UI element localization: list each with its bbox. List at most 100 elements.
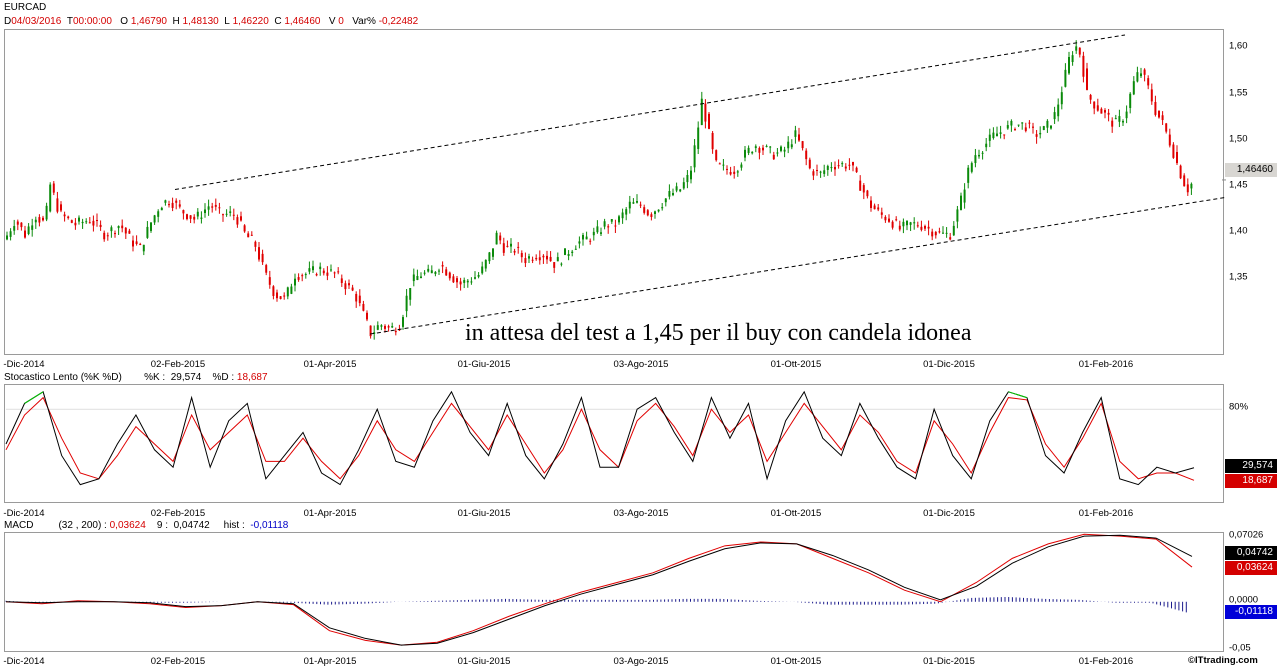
candle-body: [571, 251, 574, 253]
candle-body: [855, 167, 858, 173]
macd-tick: 0,0000: [1229, 594, 1259, 606]
low-label: L: [224, 16, 230, 27]
candle-body: [668, 191, 671, 197]
candle-body: [664, 198, 667, 203]
candle-body: [661, 207, 664, 209]
candle-body: [16, 221, 19, 225]
candle-body: [704, 103, 707, 122]
price-tick: 1,45: [1229, 179, 1248, 191]
candle-body: [481, 266, 484, 274]
candle-body: [232, 214, 235, 216]
candle-body: [970, 163, 973, 172]
candle-body: [877, 207, 880, 210]
stoch-d-tag: 18,687: [1225, 474, 1277, 488]
candle-body: [618, 216, 620, 223]
candle-body: [474, 277, 476, 279]
symbol-title: EURCAD: [4, 2, 47, 13]
candle-body: [99, 224, 102, 228]
var-label: Var%: [352, 16, 376, 27]
candle-body: [1024, 127, 1027, 131]
candle-body: [639, 204, 642, 206]
candle-body: [931, 231, 934, 237]
candle-body: [1125, 111, 1128, 119]
time-tick: 01-Apr-2015: [303, 359, 357, 370]
high-value: 1,48130: [182, 16, 219, 27]
macd-legend: MACD (32 , 200) : 0,03624 9 : 0,04742 hi…: [4, 520, 288, 531]
candle-body: [1028, 122, 1031, 124]
candle-body: [326, 272, 329, 276]
candle-body: [960, 195, 962, 210]
candle-body: [513, 250, 516, 253]
candle-body: [751, 151, 754, 154]
candle-body: [312, 266, 314, 271]
candle-body: [132, 240, 134, 247]
candle-body: [1053, 112, 1056, 120]
macd-value: 0,03624: [109, 520, 146, 531]
candle-body: [826, 165, 829, 170]
candle-body: [567, 253, 570, 256]
candle-body: [470, 281, 473, 283]
macd-signal-value: 0,04742: [173, 520, 210, 531]
time-tick: -Dic-2014: [3, 359, 45, 370]
candle-body: [1176, 151, 1178, 164]
candle-body: [74, 222, 77, 226]
time-tick: -Dic-2014: [3, 508, 45, 519]
candle-body: [589, 240, 592, 242]
candle-body: [153, 215, 156, 223]
candle-body: [416, 275, 419, 281]
candle-body: [6, 235, 8, 240]
price-tick: 1,35: [1229, 271, 1248, 283]
candle-body: [430, 270, 433, 274]
candle-body: [934, 231, 937, 236]
candle-body: [441, 265, 444, 267]
candle-body: [556, 257, 559, 262]
candle-body: [456, 278, 458, 283]
candle-body: [117, 226, 120, 229]
candle-body: [1050, 125, 1052, 129]
candle-body: [870, 200, 872, 208]
candle-body: [916, 225, 919, 227]
candle-body: [110, 227, 113, 232]
macd-title: MACD: [4, 520, 34, 531]
var-value: -0,22482: [378, 16, 419, 27]
candle-body: [20, 222, 23, 228]
candle-body: [193, 216, 196, 220]
candle-body: [553, 262, 556, 268]
candle-body: [697, 127, 700, 149]
candle-body: [1114, 118, 1117, 120]
price-tick: 1,40: [1229, 225, 1248, 237]
candle-body: [859, 180, 862, 191]
candle-body: [1075, 46, 1078, 51]
candle-body: [150, 222, 152, 231]
candle-body: [787, 141, 790, 149]
time-tick: 01-Dic-2015: [923, 508, 975, 519]
candle-body: [297, 277, 300, 280]
candle-body: [1064, 69, 1067, 87]
price-tick: 1,50: [1229, 133, 1248, 145]
candle-body: [956, 209, 959, 222]
macd-hist-tag: -0,01118: [1225, 605, 1277, 619]
candle-body: [452, 276, 455, 283]
candle-body: [830, 167, 833, 169]
candle-body: [409, 287, 412, 300]
candle-body: [884, 216, 887, 221]
candle-body: [600, 232, 602, 234]
candle-body: [783, 149, 786, 152]
price-pane[interactable]: [4, 29, 1224, 355]
candle-body: [81, 221, 84, 224]
candle-body: [538, 257, 541, 261]
macd-pane[interactable]: [4, 532, 1224, 652]
candle-body: [502, 243, 505, 253]
candle-body: [621, 212, 624, 219]
candle-body: [114, 233, 116, 235]
time-tick: 02-Feb-2015: [150, 359, 206, 370]
open-label: O: [120, 16, 129, 27]
macd-tick: -0,05: [1229, 642, 1251, 654]
candle-body: [268, 277, 271, 285]
candle-body: [1186, 184, 1189, 193]
candle-body: [1039, 132, 1042, 135]
candle-body: [355, 293, 358, 302]
candle-body: [952, 225, 955, 236]
candle-body: [1129, 93, 1132, 108]
